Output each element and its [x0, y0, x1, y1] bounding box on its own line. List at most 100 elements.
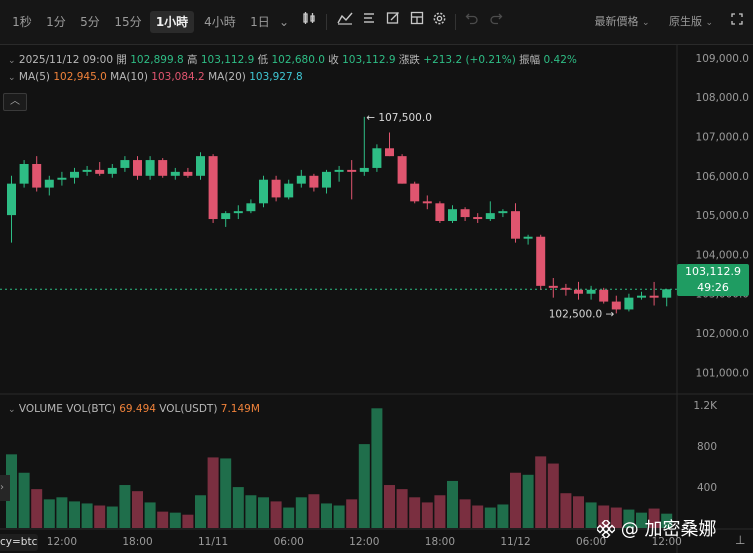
candle-body — [120, 160, 130, 168]
volume-bar — [220, 458, 232, 528]
volume-bar — [447, 480, 458, 528]
time-tick-label: 06:00 — [274, 536, 304, 548]
ma5-value: 102,945.0 — [53, 71, 107, 83]
volume-bar — [308, 494, 320, 528]
candle-body — [170, 171, 180, 176]
time-tick-label: 12:00 — [349, 536, 379, 548]
more-intervals-chevron-down-icon[interactable]: ⌄ — [278, 15, 290, 29]
volume-tick-label: 400 — [697, 482, 717, 494]
redo-arrow-icon — [490, 13, 503, 25]
volume-bar — [43, 499, 55, 528]
time-tick-label: 11/12 — [500, 536, 530, 548]
candle-body — [296, 175, 306, 184]
candle-body — [95, 169, 105, 174]
price-type-select[interactable]: 最新價格 ⌄ — [588, 11, 656, 33]
candle-body — [422, 201, 432, 204]
view-mode-select[interactable]: 原生版 ⌄ — [662, 11, 720, 33]
volume-label: VOLUME — [18, 403, 63, 415]
indicators-icon[interactable] — [334, 11, 356, 33]
low-price-annotation: 102,500.0 → — [549, 308, 615, 320]
chevron-down-icon[interactable]: ⌄ — [8, 56, 16, 66]
volume-bar — [69, 501, 80, 528]
price-tick-label: 108,000.0 — [696, 92, 749, 104]
time-tick-label: 11/11 — [198, 536, 228, 548]
candle-body — [57, 177, 67, 180]
collapse-indicators-button[interactable]: ︿ — [3, 93, 27, 111]
template-icon[interactable] — [406, 11, 428, 33]
toolbar-divider — [326, 14, 327, 30]
volume-bar — [232, 487, 244, 528]
open-label: 開 — [116, 54, 127, 66]
candle-body — [158, 160, 168, 176]
price-tick-label: 102,000.0 — [696, 328, 749, 340]
volume-bar — [409, 497, 421, 528]
volume-bar — [321, 503, 332, 528]
candle-body — [448, 209, 457, 221]
candle-body — [649, 295, 659, 298]
layout-icon — [410, 11, 424, 25]
low-value: 102,680.0 — [271, 54, 325, 66]
undo-icon[interactable] — [462, 11, 482, 33]
volume-bar — [472, 505, 484, 528]
drawing-list-icon[interactable] — [358, 11, 380, 33]
ma10-label: MA(10) — [110, 71, 148, 83]
interval-1m[interactable]: 1分 — [46, 15, 66, 29]
interval-15m[interactable]: 15分 — [114, 15, 142, 29]
interval-1d[interactable]: 1日 — [250, 15, 270, 29]
volume-bar — [207, 457, 219, 528]
volume-bar — [258, 497, 269, 528]
volume-bar — [358, 444, 370, 528]
volume-bar — [371, 408, 383, 528]
volume-bar — [56, 497, 68, 528]
candle-body — [536, 236, 546, 286]
candle-body — [410, 183, 420, 202]
candle-body — [233, 211, 243, 214]
candle-body — [624, 297, 634, 310]
volume-bar — [182, 514, 194, 528]
amplitude-label: 振幅 — [519, 54, 541, 66]
chevron-down-icon[interactable]: ⌄ — [8, 73, 16, 83]
chevron-down-icon[interactable]: ⌄ — [8, 405, 16, 415]
vol-btc-label: VOL(BTC) — [66, 403, 116, 415]
annotation-icon[interactable] — [382, 11, 404, 33]
close-label: 收 — [328, 54, 339, 66]
fullscreen-icon[interactable] — [726, 11, 748, 33]
redo-icon[interactable] — [486, 11, 506, 33]
change-value: +213.2 (+0.21%) — [423, 54, 516, 66]
volume-bar — [94, 505, 106, 528]
candle-body — [334, 169, 344, 172]
volume-bar — [510, 472, 521, 528]
high-label: 高 — [187, 54, 198, 66]
volume-bar — [384, 485, 395, 528]
interval-1s[interactable]: 1秒 — [12, 15, 32, 29]
volume-tick-label: 800 — [697, 441, 717, 453]
candle-body — [561, 287, 571, 290]
candle-type-icon[interactable] — [298, 11, 320, 33]
candlestick-icon — [303, 12, 315, 24]
volume-bar — [484, 507, 496, 528]
candle-body — [473, 217, 483, 220]
volume-bar — [157, 511, 169, 528]
volume-bar — [421, 502, 433, 528]
settings-gear-icon[interactable] — [428, 11, 450, 33]
candle-body — [322, 171, 331, 188]
candle-body — [611, 301, 621, 310]
volume-bar — [270, 501, 282, 528]
interval-5m[interactable]: 5分 — [80, 15, 100, 29]
candle-body — [586, 289, 596, 294]
volume-bar — [346, 499, 358, 528]
panel-drag-handle[interactable]: › — [0, 475, 10, 501]
scale-reset-icon[interactable]: ⊥ — [735, 533, 746, 547]
candle-body — [372, 148, 382, 168]
volume-info: ⌄ VOLUME VOL(BTC) 69.494 VOL(USDT) 7.149… — [8, 403, 260, 415]
chart-toolbar: 1秒 1分 5分 15分 1小時 4小時 1日 ⌄ 最新價格 ⌄ 原生版 ⌄ — [0, 0, 753, 45]
interval-4h[interactable]: 4小時 — [204, 15, 236, 29]
candle-body — [19, 164, 29, 184]
candle-body — [145, 160, 155, 176]
volume-bar — [434, 495, 446, 528]
ohlc-info: ⌄ 2025/11/12 09:00 開 102,899.8 高 103,112… — [8, 52, 577, 67]
interval-1h[interactable]: 1小時 — [150, 11, 194, 33]
time-tick-label: 12:00 — [47, 536, 77, 548]
volume-bar — [547, 463, 559, 528]
change-label: 漲跌 — [398, 54, 420, 66]
